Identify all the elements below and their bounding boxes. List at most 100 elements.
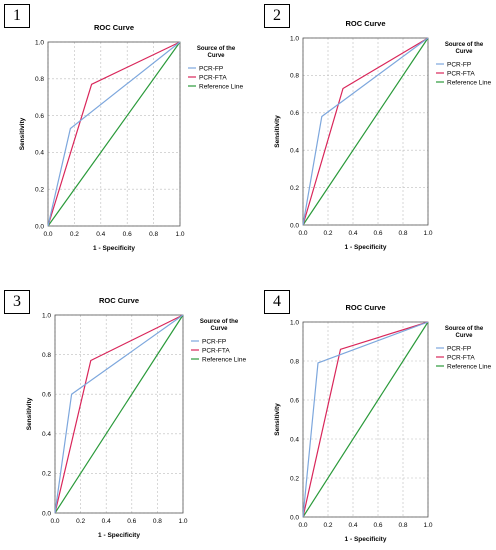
series-line-pcr-fta	[47, 41, 181, 227]
roc-chart: ROC Curve 0.0 0.2 0.4 0.6 0.8 1.0 0.0 0.2 0.4 0.6 0…	[19, 23, 243, 252]
y-tick-label: 0.4	[290, 148, 299, 155]
legend-label: PCR-FP	[202, 338, 226, 345]
x-tick-label: 0.0	[298, 522, 307, 529]
y-tick-label: 1.0	[35, 39, 44, 46]
y-tick-label: 1.0	[290, 319, 299, 326]
y-tick-label: 0.0	[42, 510, 51, 517]
legend-title: Source of the Curve	[197, 46, 236, 59]
legend-label: Reference Line	[447, 363, 491, 370]
series-line-pcr-fp	[302, 321, 429, 518]
plot-frame	[47, 41, 181, 227]
panel-number: 3	[4, 290, 30, 314]
legend-label: Reference Line	[447, 79, 491, 86]
x-tick-label: 1.0	[423, 230, 432, 237]
legend-title: Source of the Curve	[445, 42, 484, 55]
series-line-pcr-fp	[47, 41, 181, 227]
legend-label: PCR-FP	[447, 61, 471, 68]
y-tick-label: 1.0	[42, 312, 51, 319]
plot-frame	[302, 37, 429, 226]
legend-title: Source of the Curve	[200, 319, 239, 332]
x-tick-label: 0.4	[348, 522, 357, 529]
y-tick-label: 0.0	[290, 514, 299, 521]
legend-label: PCR-FTA	[447, 70, 475, 77]
legend-label: Reference Line	[202, 356, 246, 363]
y-tick-label: 0.8	[42, 352, 51, 359]
x-tick-label: 1.0	[423, 522, 432, 529]
x-tick-label: 0.8	[398, 522, 407, 529]
y-tick-label: 0.2	[290, 475, 299, 482]
series-line-pcr-fta	[302, 321, 429, 518]
y-axis-label: Sensitivity	[19, 117, 26, 150]
chart-title: ROC Curve	[345, 303, 385, 312]
y-tick-label: 0.8	[35, 76, 44, 83]
y-tick-label: 0.0	[35, 223, 44, 230]
legend-label: PCR-FP	[447, 345, 471, 352]
y-tick-label: 0.6	[35, 113, 44, 120]
x-tick-label: 0.4	[96, 231, 105, 238]
y-tick-label: 0.6	[42, 392, 51, 399]
chart-title: ROC Curve	[99, 296, 139, 305]
y-tick-label: 0.6	[290, 397, 299, 404]
x-tick-label: 0.4	[348, 230, 357, 237]
x-tick-label: 0.6	[373, 230, 382, 237]
y-tick-label: 0.4	[35, 150, 44, 157]
roc-panel-4: 4 ROC Curve 0.0 0.2 0.4 0.6 0.8 1.0 0.0 0.2 0.4 0.…	[258, 280, 496, 550]
x-tick-label: 0.2	[323, 230, 332, 237]
roc-panel-2: 2 ROC Curve 0.0 0.2 0.4 0.6 0.8 1.0 0.0 0.2 0.4 0.…	[258, 0, 496, 270]
x-tick-label: 0.8	[153, 518, 162, 525]
chart-title: ROC Curve	[345, 19, 385, 28]
y-tick-label: 0.2	[35, 187, 44, 194]
x-tick-label: 0.0	[50, 518, 59, 525]
x-tick-label: 0.2	[76, 518, 85, 525]
roc-panel-3: 3 ROC Curve 0.0 0.2 0.4 0.6 0.8 1.0 0.0 0.2 0.4 0.…	[0, 280, 248, 550]
y-tick-label: 0.0	[290, 222, 299, 229]
plot-frame	[302, 321, 429, 518]
y-tick-label: 1.0	[290, 35, 299, 42]
y-axis-label: Sensitivity	[274, 403, 281, 436]
y-tick-label: 0.6	[290, 110, 299, 117]
panel-number: 4	[264, 290, 290, 314]
series-line-reference-line	[302, 37, 429, 226]
x-axis-label: 1 - Specificity	[98, 532, 140, 539]
x-tick-label: 0.0	[43, 231, 52, 238]
y-axis-label: Sensitivity	[26, 397, 33, 430]
y-tick-label: 0.2	[290, 185, 299, 192]
plot-frame	[54, 314, 184, 514]
x-tick-label: 1.0	[178, 518, 187, 525]
x-axis-label: 1 - Specificity	[345, 244, 387, 251]
roc-chart: ROC Curve 0.0 0.2 0.4 0.6 0.8 1.0 0.0 0.2 0.4 0.6 0…	[274, 303, 491, 543]
series-line-pcr-fta	[54, 314, 184, 514]
x-tick-label: 0.4	[102, 518, 111, 525]
legend-label: PCR-FTA	[199, 74, 227, 81]
legend-label: PCR-FP	[199, 65, 223, 72]
x-tick-label: 1.0	[175, 231, 184, 238]
x-axis-label: 1 - Specificity	[93, 245, 135, 252]
y-tick-label: 0.4	[42, 431, 51, 438]
x-tick-label: 0.6	[127, 518, 136, 525]
legend-title: Source of the Curve	[445, 326, 484, 339]
roc-chart: ROC Curve 0.0 0.2 0.4 0.6 0.8 1.0 0.0 0.2 0.4 0.6 0…	[26, 296, 246, 539]
x-tick-label: 0.2	[70, 231, 79, 238]
x-tick-label: 0.6	[373, 522, 382, 529]
x-tick-label: 0.2	[323, 522, 332, 529]
y-tick-label: 0.8	[290, 358, 299, 365]
panel-number: 2	[264, 4, 290, 28]
series-line-pcr-fp	[302, 37, 429, 226]
x-tick-label: 0.8	[149, 231, 158, 238]
x-axis-label: 1 - Specificity	[345, 536, 387, 543]
y-tick-label: 0.8	[290, 73, 299, 80]
roc-panel-1: 1 ROC Curve 0.0 0.2 0.4 0.6 0.8 1.0 0.0 0.2 0.4 0.…	[0, 0, 248, 270]
y-axis-label: Sensitivity	[274, 115, 281, 148]
x-tick-label: 0.6	[123, 231, 132, 238]
panel-number: 1	[4, 4, 30, 28]
x-tick-label: 0.8	[398, 230, 407, 237]
legend-label: PCR-FTA	[202, 347, 230, 354]
x-tick-label: 0.0	[298, 230, 307, 237]
series-line-reference-line	[302, 321, 429, 518]
y-tick-label: 0.2	[42, 471, 51, 478]
series-line-reference-line	[47, 41, 181, 227]
series-line-pcr-fta	[302, 37, 429, 226]
legend-label: Reference Line	[199, 83, 243, 90]
y-tick-label: 0.4	[290, 436, 299, 443]
chart-title: ROC Curve	[94, 23, 134, 32]
